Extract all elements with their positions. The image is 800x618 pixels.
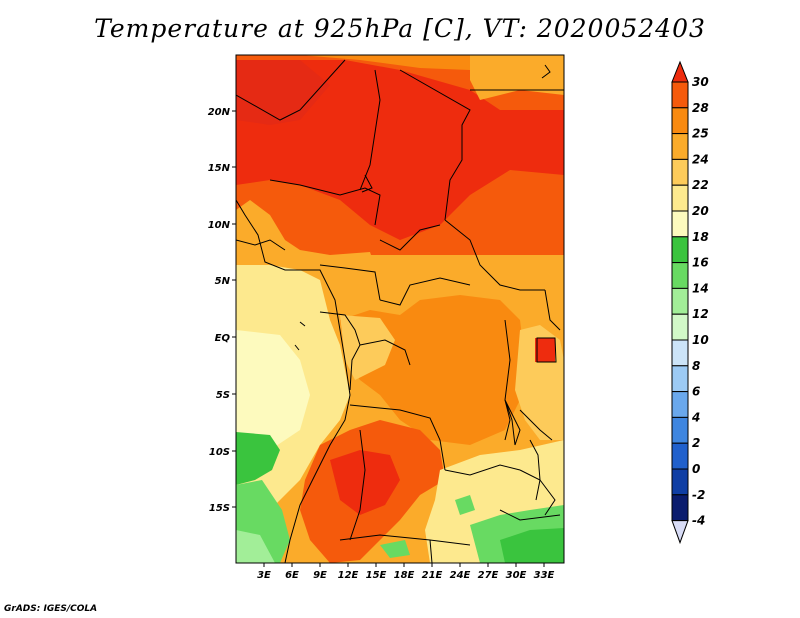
- lon-label: 12E: [338, 570, 359, 581]
- colorbar-segment: [671, 133, 689, 160]
- colorbar-label: 8: [692, 359, 700, 373]
- colorbar-top-triangle: [671, 60, 689, 83]
- colorbar-segment: [671, 339, 689, 367]
- colorbar-segment: [671, 365, 689, 393]
- lat-label: 10N: [208, 220, 231, 231]
- colorbar-segment: [671, 468, 689, 496]
- colorbar-segment: [671, 494, 689, 522]
- colorbar-segment: [671, 236, 689, 264]
- longitude-axis: 3E 6E 9E 12E 15E 18E 21E 24E 27E 30E 33E: [257, 563, 555, 581]
- colorbar-label: 0: [692, 462, 700, 476]
- colorbar-label: 20: [692, 204, 709, 218]
- colorbar-segment: [671, 210, 689, 238]
- colorbar-segment: [671, 107, 689, 135]
- lat-label: 5N: [215, 276, 231, 287]
- map-title: Temperature at 925hPa [C], VT: 202005240…: [94, 14, 706, 43]
- credit-label: GrADS: IGES/COLA: [4, 604, 98, 614]
- colorbar-label: 25: [692, 127, 709, 141]
- colorbar-label: 12: [692, 307, 709, 321]
- lat-label: 15N: [208, 163, 231, 174]
- colorbar-segment: [671, 287, 689, 315]
- colorbar-label: 4: [691, 410, 700, 424]
- colorbar-segment: [671, 184, 689, 212]
- lon-label: 15E: [366, 570, 387, 581]
- colorbar-segment: [671, 313, 689, 341]
- latitude-axis: 20N 15N 10N 5N EQ 5S 10S 15S: [208, 107, 236, 514]
- lon-label: 30E: [506, 570, 527, 581]
- colorbar-segment: [671, 81, 689, 109]
- colorbar-label: 30: [692, 75, 709, 89]
- lat-label: EQ: [215, 333, 231, 344]
- colorbar-segment: [671, 158, 689, 186]
- lon-label: 27E: [478, 570, 499, 581]
- temperature-field: [236, 55, 564, 563]
- lat-label: 15S: [209, 503, 230, 514]
- lat-label: 20N: [208, 107, 231, 118]
- lon-label: 9E: [313, 570, 327, 581]
- colorbar-label: 6: [692, 385, 700, 399]
- colorbar-label: 10: [692, 333, 709, 347]
- lon-label: 24E: [450, 570, 471, 581]
- colorbar-segment: [671, 416, 689, 444]
- lon-label: 21E: [422, 570, 443, 581]
- country-borders: [236, 59, 564, 563]
- colorbar-label: 16: [692, 256, 709, 270]
- colorbar-label: 18: [692, 230, 709, 244]
- colorbar-label: 24: [692, 152, 709, 166]
- colorbar-label: 22: [692, 178, 709, 192]
- colorbar-label: 28: [692, 101, 709, 115]
- lon-label: 33E: [534, 570, 555, 581]
- colorbar-segment: [671, 391, 689, 418]
- colorbar-segment: [671, 262, 689, 289]
- colorbar-segment: [671, 442, 689, 470]
- colorbar-label: 2: [692, 436, 700, 450]
- lon-label: 18E: [394, 570, 415, 581]
- lat-label: 10S: [209, 447, 230, 458]
- colorbar-bottom-triangle: [671, 520, 689, 545]
- colorbar-label: -2: [692, 488, 705, 502]
- lon-label: 3E: [257, 570, 271, 581]
- map-frame: [235, 54, 565, 564]
- lat-label: 5S: [216, 390, 230, 401]
- lon-label: 6E: [285, 570, 299, 581]
- colorbar-label: 14: [692, 281, 709, 295]
- colorbar-label: -4: [692, 514, 705, 528]
